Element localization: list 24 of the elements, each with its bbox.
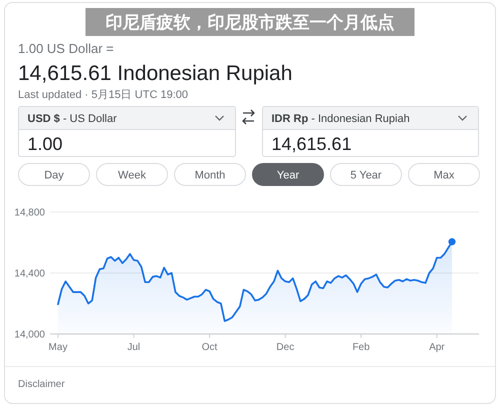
x-tick-label: Oct xyxy=(202,342,218,353)
text: USD $ - US Dollar xyxy=(28,113,118,125)
text: IDR Rp - Indonesian Rupiah xyxy=(272,113,410,125)
x-tick-label: Jul xyxy=(127,342,140,353)
text: 14,615.61 Indonesian Rupiah xyxy=(18,62,292,85)
x-tick-label: May xyxy=(48,342,68,353)
x-tick-label: Feb xyxy=(352,342,370,353)
text: 1.00 xyxy=(28,134,63,154)
text: 14,615.61 xyxy=(272,134,352,154)
x-tick-label: Apr xyxy=(429,342,446,353)
text: 5 Year xyxy=(350,170,382,182)
text: Week xyxy=(118,170,146,182)
y-tick-label: 14,400 xyxy=(14,268,46,280)
text: Disclaimer xyxy=(18,379,66,390)
text: 1.00 US Dollar = xyxy=(18,41,114,56)
y-tick-label: 14,800 xyxy=(14,208,46,218)
x-tick-label: Dec xyxy=(276,342,294,353)
text: Month xyxy=(194,170,226,182)
text: Day xyxy=(44,170,64,182)
text: Last updated · 5月15日 UTC 19:00 xyxy=(18,89,188,101)
text: Max xyxy=(434,170,455,182)
text: Year xyxy=(276,170,300,182)
text: 印尼盾疲软，印尼股市跌至一个月低点 xyxy=(106,13,394,32)
y-tick-label: 14,000 xyxy=(14,330,46,340)
